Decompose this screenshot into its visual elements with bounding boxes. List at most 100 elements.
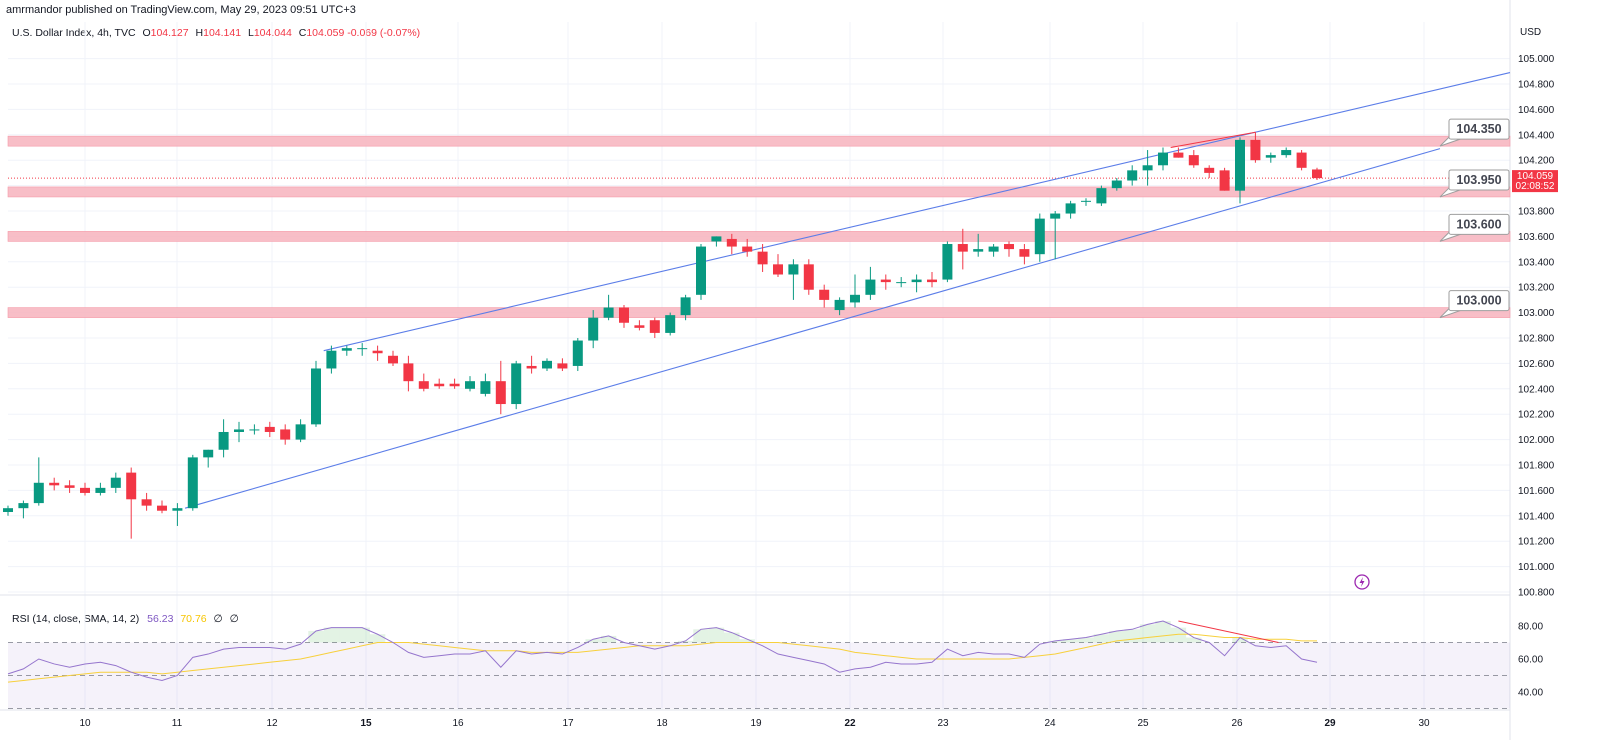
- candle-body: [880, 279, 891, 283]
- candle-body: [1312, 169, 1322, 179]
- candle-body: [865, 279, 876, 295]
- price-tick-label: 101.200: [1518, 537, 1555, 548]
- candle-body: [465, 381, 475, 389]
- rsi-sma-line: [7, 633, 1317, 683]
- candle-body: [187, 457, 198, 509]
- rsi-tick-label: 60.00: [1518, 655, 1543, 666]
- price-tick-label: 103.400: [1518, 257, 1555, 268]
- callout-label: 103.600: [1456, 217, 1501, 231]
- candles: [3, 132, 1322, 539]
- price-tick-label: 102.800: [1518, 334, 1555, 345]
- price-tick-label: 102.000: [1518, 435, 1555, 446]
- candle-body: [834, 299, 845, 311]
- candle-body: [403, 363, 414, 382]
- candle-body: [18, 503, 29, 509]
- candle-body: [542, 360, 552, 369]
- time-tick-label: 29: [1324, 718, 1336, 729]
- bar-countdown-label: 02:08:52: [1516, 181, 1555, 192]
- time-tick-label: 15: [360, 718, 372, 729]
- candle-body: [988, 246, 999, 252]
- candle-body: [234, 429, 244, 432]
- candle-body: [588, 317, 599, 341]
- change-value: -0.069 (-0.07%): [347, 27, 421, 39]
- candle-body: [1235, 139, 1245, 191]
- candle-body: [1188, 155, 1199, 166]
- price-tick-label: 104.800: [1518, 80, 1555, 91]
- candle-body: [280, 429, 291, 440]
- candle-body: [557, 363, 568, 369]
- candle-body: [896, 282, 907, 284]
- candle-body: [126, 472, 137, 500]
- candle-body: [1004, 244, 1014, 250]
- symbol-legend: U.S. Dollar Index, 4h, TVC O104.127 H104…: [12, 27, 420, 39]
- rsi-line: [7, 620, 1318, 681]
- candle-body: [634, 325, 645, 328]
- candle-body: [64, 485, 75, 488]
- price-tick-label: 104.400: [1518, 130, 1555, 141]
- candle-body: [1065, 203, 1076, 214]
- open-key: O: [142, 27, 151, 39]
- zone-band: [7, 186, 1511, 198]
- time-tick-label: 11: [172, 718, 183, 729]
- candle-body: [911, 279, 922, 283]
- rsi-tick-label: 80.00: [1518, 622, 1543, 633]
- candle-body: [757, 251, 768, 265]
- candle-body: [726, 238, 737, 247]
- candle-body: [803, 264, 814, 290]
- candle-body: [1173, 152, 1184, 158]
- rsi-pane: 40.00 60.00 80.00: [7, 620, 1543, 709]
- candle-body: [33, 482, 44, 504]
- candle-body: [49, 482, 60, 486]
- ascending-channel: [184, 72, 1511, 509]
- time-tick-label: 30: [1418, 718, 1430, 729]
- candle-body: [511, 363, 522, 405]
- time-tick-label: 17: [562, 718, 574, 729]
- price-tick-label: 102.400: [1518, 384, 1555, 395]
- symbol-name[interactable]: U.S. Dollar Index, 4h, TVC: [12, 27, 136, 39]
- rsi-label[interactable]: RSI (14, close, SMA, 14, 2): [12, 613, 140, 625]
- callout-box: [1448, 169, 1510, 191]
- price-tick-label: 103.200: [1518, 283, 1555, 294]
- candle-body: [957, 244, 968, 252]
- candle-body: [850, 294, 860, 303]
- callout-box: [1448, 290, 1510, 312]
- candle-body: [295, 424, 306, 440]
- high-value: 104.141: [203, 27, 242, 39]
- rsi-empty-1: ∅: [213, 613, 223, 625]
- time-tick-label: 26: [1231, 718, 1243, 729]
- publisher-header: amrmandor published on TradingView.com, …: [6, 4, 356, 16]
- rsi-value: 56.23: [147, 613, 174, 625]
- candle-body: [495, 381, 506, 405]
- time-tick-label: 18: [656, 718, 668, 729]
- candle-body: [326, 350, 337, 369]
- candle-body: [1034, 218, 1045, 255]
- last-price-label: 104.059: [1517, 171, 1554, 182]
- lightning-icon: [1354, 574, 1370, 590]
- candle-body: [1142, 165, 1153, 171]
- price-tick-label: 103.600: [1518, 232, 1555, 243]
- high-key: H: [195, 27, 204, 39]
- candle-body: [649, 320, 660, 333]
- price-tick-label: 101.400: [1518, 511, 1555, 522]
- callout-box: [1448, 213, 1510, 235]
- price-tick-label: 103.000: [1518, 308, 1555, 319]
- candle-body: [418, 381, 429, 389]
- price-tick-label: 104.600: [1518, 105, 1555, 116]
- candle-body: [141, 499, 152, 506]
- zone-band: [7, 135, 1511, 147]
- price-tick-label: 102.200: [1518, 410, 1555, 421]
- candle-body: [603, 307, 614, 318]
- candle-body: [1081, 200, 1091, 202]
- candle-body: [526, 365, 537, 369]
- time-tick-label: 25: [1137, 718, 1149, 729]
- candle-body: [680, 297, 691, 316]
- last-price-badge: [1512, 170, 1558, 193]
- price-tick-label: 101.000: [1518, 562, 1555, 573]
- zone-callouts: 104.350 103.950 103.600 103.000: [1439, 118, 1510, 319]
- candle-body: [311, 368, 321, 425]
- callout-label: 103.950: [1456, 173, 1501, 187]
- price-tick-label: 102.600: [1518, 359, 1555, 370]
- support-resistance-zones: [7, 135, 1511, 318]
- callout-box: [1448, 118, 1510, 140]
